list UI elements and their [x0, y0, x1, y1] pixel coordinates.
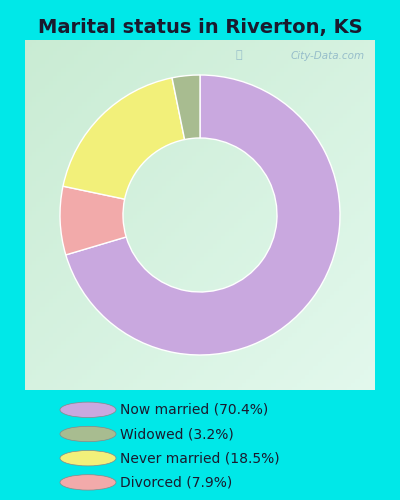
Circle shape [60, 474, 116, 490]
Wedge shape [63, 78, 185, 199]
Wedge shape [60, 186, 126, 255]
Circle shape [60, 426, 116, 442]
Wedge shape [172, 75, 200, 140]
Text: ⓘ: ⓘ [235, 50, 242, 60]
Text: Now married (70.4%): Now married (70.4%) [120, 403, 268, 417]
Circle shape [60, 450, 116, 466]
Wedge shape [66, 75, 340, 355]
Text: Marital status in Riverton, KS: Marital status in Riverton, KS [38, 18, 362, 36]
Text: Never married (18.5%): Never married (18.5%) [120, 451, 280, 465]
Text: Divorced (7.9%): Divorced (7.9%) [120, 476, 232, 490]
Text: Widowed (3.2%): Widowed (3.2%) [120, 427, 234, 441]
Text: City-Data.com: City-Data.com [290, 50, 364, 60]
Circle shape [60, 402, 116, 417]
